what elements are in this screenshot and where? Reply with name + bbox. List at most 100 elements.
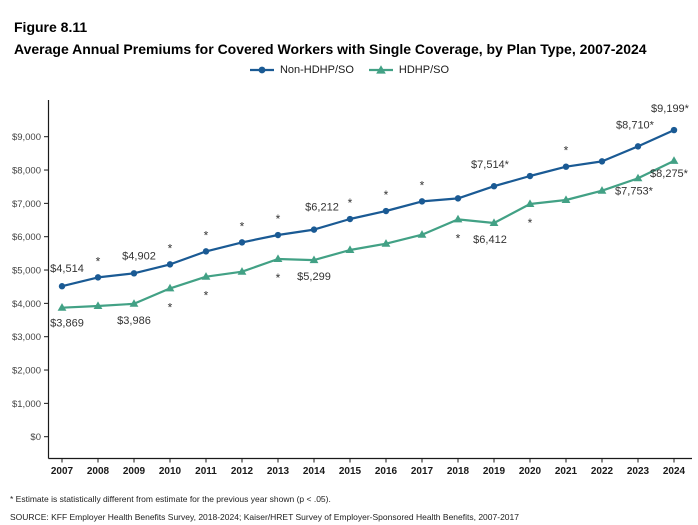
legend-label-hdhp-so: HDHP/SO [398,64,450,76]
footnote-source: SOURCE: KFF Employer Health Benefits Sur… [10,512,519,522]
x-tick-label: 2017 [411,466,434,477]
x-tick-label: 2024 [663,466,686,477]
significance-asterisk-hdhp-so: * [204,289,209,303]
data-point-non-hdhp-so [346,215,354,223]
data-point-non-hdhp-so [418,198,426,205]
data-point-hdhp-so [381,239,391,247]
chart-legend: Non-HDHP/SO HDHP/SO [0,64,698,76]
data-label-hdhp-so: $7,753* [615,185,654,197]
data-point-non-hdhp-so [454,195,462,202]
x-tick-label: 2009 [123,466,146,477]
y-tick-label: $0 [30,432,41,443]
significance-asterisk-hdhp-so: * [168,300,173,314]
data-point-non-hdhp-so [490,183,498,190]
data-label-hdhp-so: $6,412 [473,234,507,246]
data-label-non-hdhp-so: $7,514* [471,159,510,171]
significance-asterisk-hdhp-so: * [528,216,533,230]
data-point-non-hdhp-so [166,261,174,268]
data-point-non-hdhp-so [94,274,102,281]
significance-asterisk-non-hdhp-so: * [348,196,353,210]
data-point-non-hdhp-so [382,207,390,215]
y-tick-label: $8,000 [12,166,41,177]
y-tick-label: $9,000 [12,132,41,143]
x-tick-label: 2023 [627,466,650,477]
data-point-non-hdhp-so [670,126,678,134]
data-label-hdhp-so: $3,869 [50,318,84,330]
significance-asterisk-non-hdhp-so: * [240,219,245,233]
x-tick-label: 2008 [87,466,110,477]
y-tick-label: $6,000 [12,232,41,243]
y-tick-label: $2,000 [12,366,41,377]
data-label-non-hdhp-so: $4,514 [50,263,84,275]
legend-marker-triangle-icon [368,65,393,74]
data-label-non-hdhp-so: $9,199* [651,103,690,115]
data-label-non-hdhp-so: $6,212 [305,202,339,214]
data-point-non-hdhp-so [562,163,570,170]
y-tick-label: $3,000 [12,332,41,343]
data-point-non-hdhp-so [130,270,138,277]
significance-asterisk-hdhp-so: * [456,231,461,245]
data-point-hdhp-so [237,267,247,275]
data-point-non-hdhp-so [598,158,606,165]
x-tick-label: 2007 [51,466,74,477]
significance-asterisk-non-hdhp-so: * [276,212,281,226]
x-tick-label: 2022 [591,466,614,477]
y-tick-label: $1,000 [12,399,41,410]
data-point-hdhp-so [561,195,571,203]
x-tick-label: 2015 [339,466,362,477]
data-point-hdhp-so [93,301,103,309]
legend-marker-circle-icon [249,66,274,74]
figure-title: Average Annual Premiums for Covered Work… [14,41,647,57]
significance-asterisk-non-hdhp-so: * [168,241,173,255]
x-tick-label: 2014 [303,466,326,477]
data-point-non-hdhp-so [202,248,210,255]
data-point-non-hdhp-so [58,283,66,290]
x-tick-label: 2013 [267,466,290,477]
data-point-hdhp-so [489,218,499,226]
x-tick-label: 2021 [555,466,578,477]
y-tick-label: $4,000 [12,299,41,310]
data-point-hdhp-so [57,303,67,311]
data-point-non-hdhp-so [238,239,246,246]
data-point-hdhp-so [309,255,319,264]
data-point-hdhp-so [417,230,427,238]
data-label-hdhp-so: $5,299 [297,271,331,283]
y-tick-label: $5,000 [12,266,41,277]
data-point-non-hdhp-so [634,143,642,150]
x-tick-label: 2016 [375,466,398,477]
data-point-non-hdhp-so [274,231,282,239]
significance-asterisk-non-hdhp-so: * [96,254,101,268]
footnote-significance: * Estimate is statistically different fr… [10,494,331,504]
significance-asterisk-non-hdhp-so: * [204,228,209,242]
data-label-hdhp-so: $3,986 [117,315,151,327]
data-label-hdhp-so: $8,275* [650,168,689,180]
data-point-hdhp-so [597,186,607,194]
legend-item-hdhp-so: HDHP/SO [368,64,449,76]
y-tick-label: $7,000 [12,199,41,210]
data-point-hdhp-so [201,272,211,280]
data-point-hdhp-so [273,254,283,262]
data-point-hdhp-so [669,156,679,164]
significance-asterisk-non-hdhp-so: * [420,178,425,192]
series-line-hdhp-so [60,159,676,309]
figure-number: Figure 8.11 [14,19,88,35]
data-point-hdhp-so [129,299,139,307]
data-point-non-hdhp-so [526,172,534,180]
x-tick-label: 2011 [195,466,217,477]
x-tick-label: 2018 [447,466,470,477]
legend-item-non-hdhp-so: Non-HDHP/SO [249,64,354,76]
data-label-non-hdhp-so: $8,710* [616,119,655,131]
data-point-non-hdhp-so [310,226,318,233]
x-tick-label: 2020 [519,466,542,477]
data-point-hdhp-so [633,173,643,182]
x-tick-label: 2012 [231,466,254,477]
x-tick-label: 2019 [483,466,506,477]
x-tick-label: 2010 [159,466,182,477]
series-line-non-hdhp-so [60,129,676,288]
data-point-hdhp-so [453,214,463,223]
data-label-non-hdhp-so: $4,902 [122,250,156,262]
data-point-hdhp-so [525,199,535,207]
significance-asterisk-non-hdhp-so: * [564,144,569,158]
